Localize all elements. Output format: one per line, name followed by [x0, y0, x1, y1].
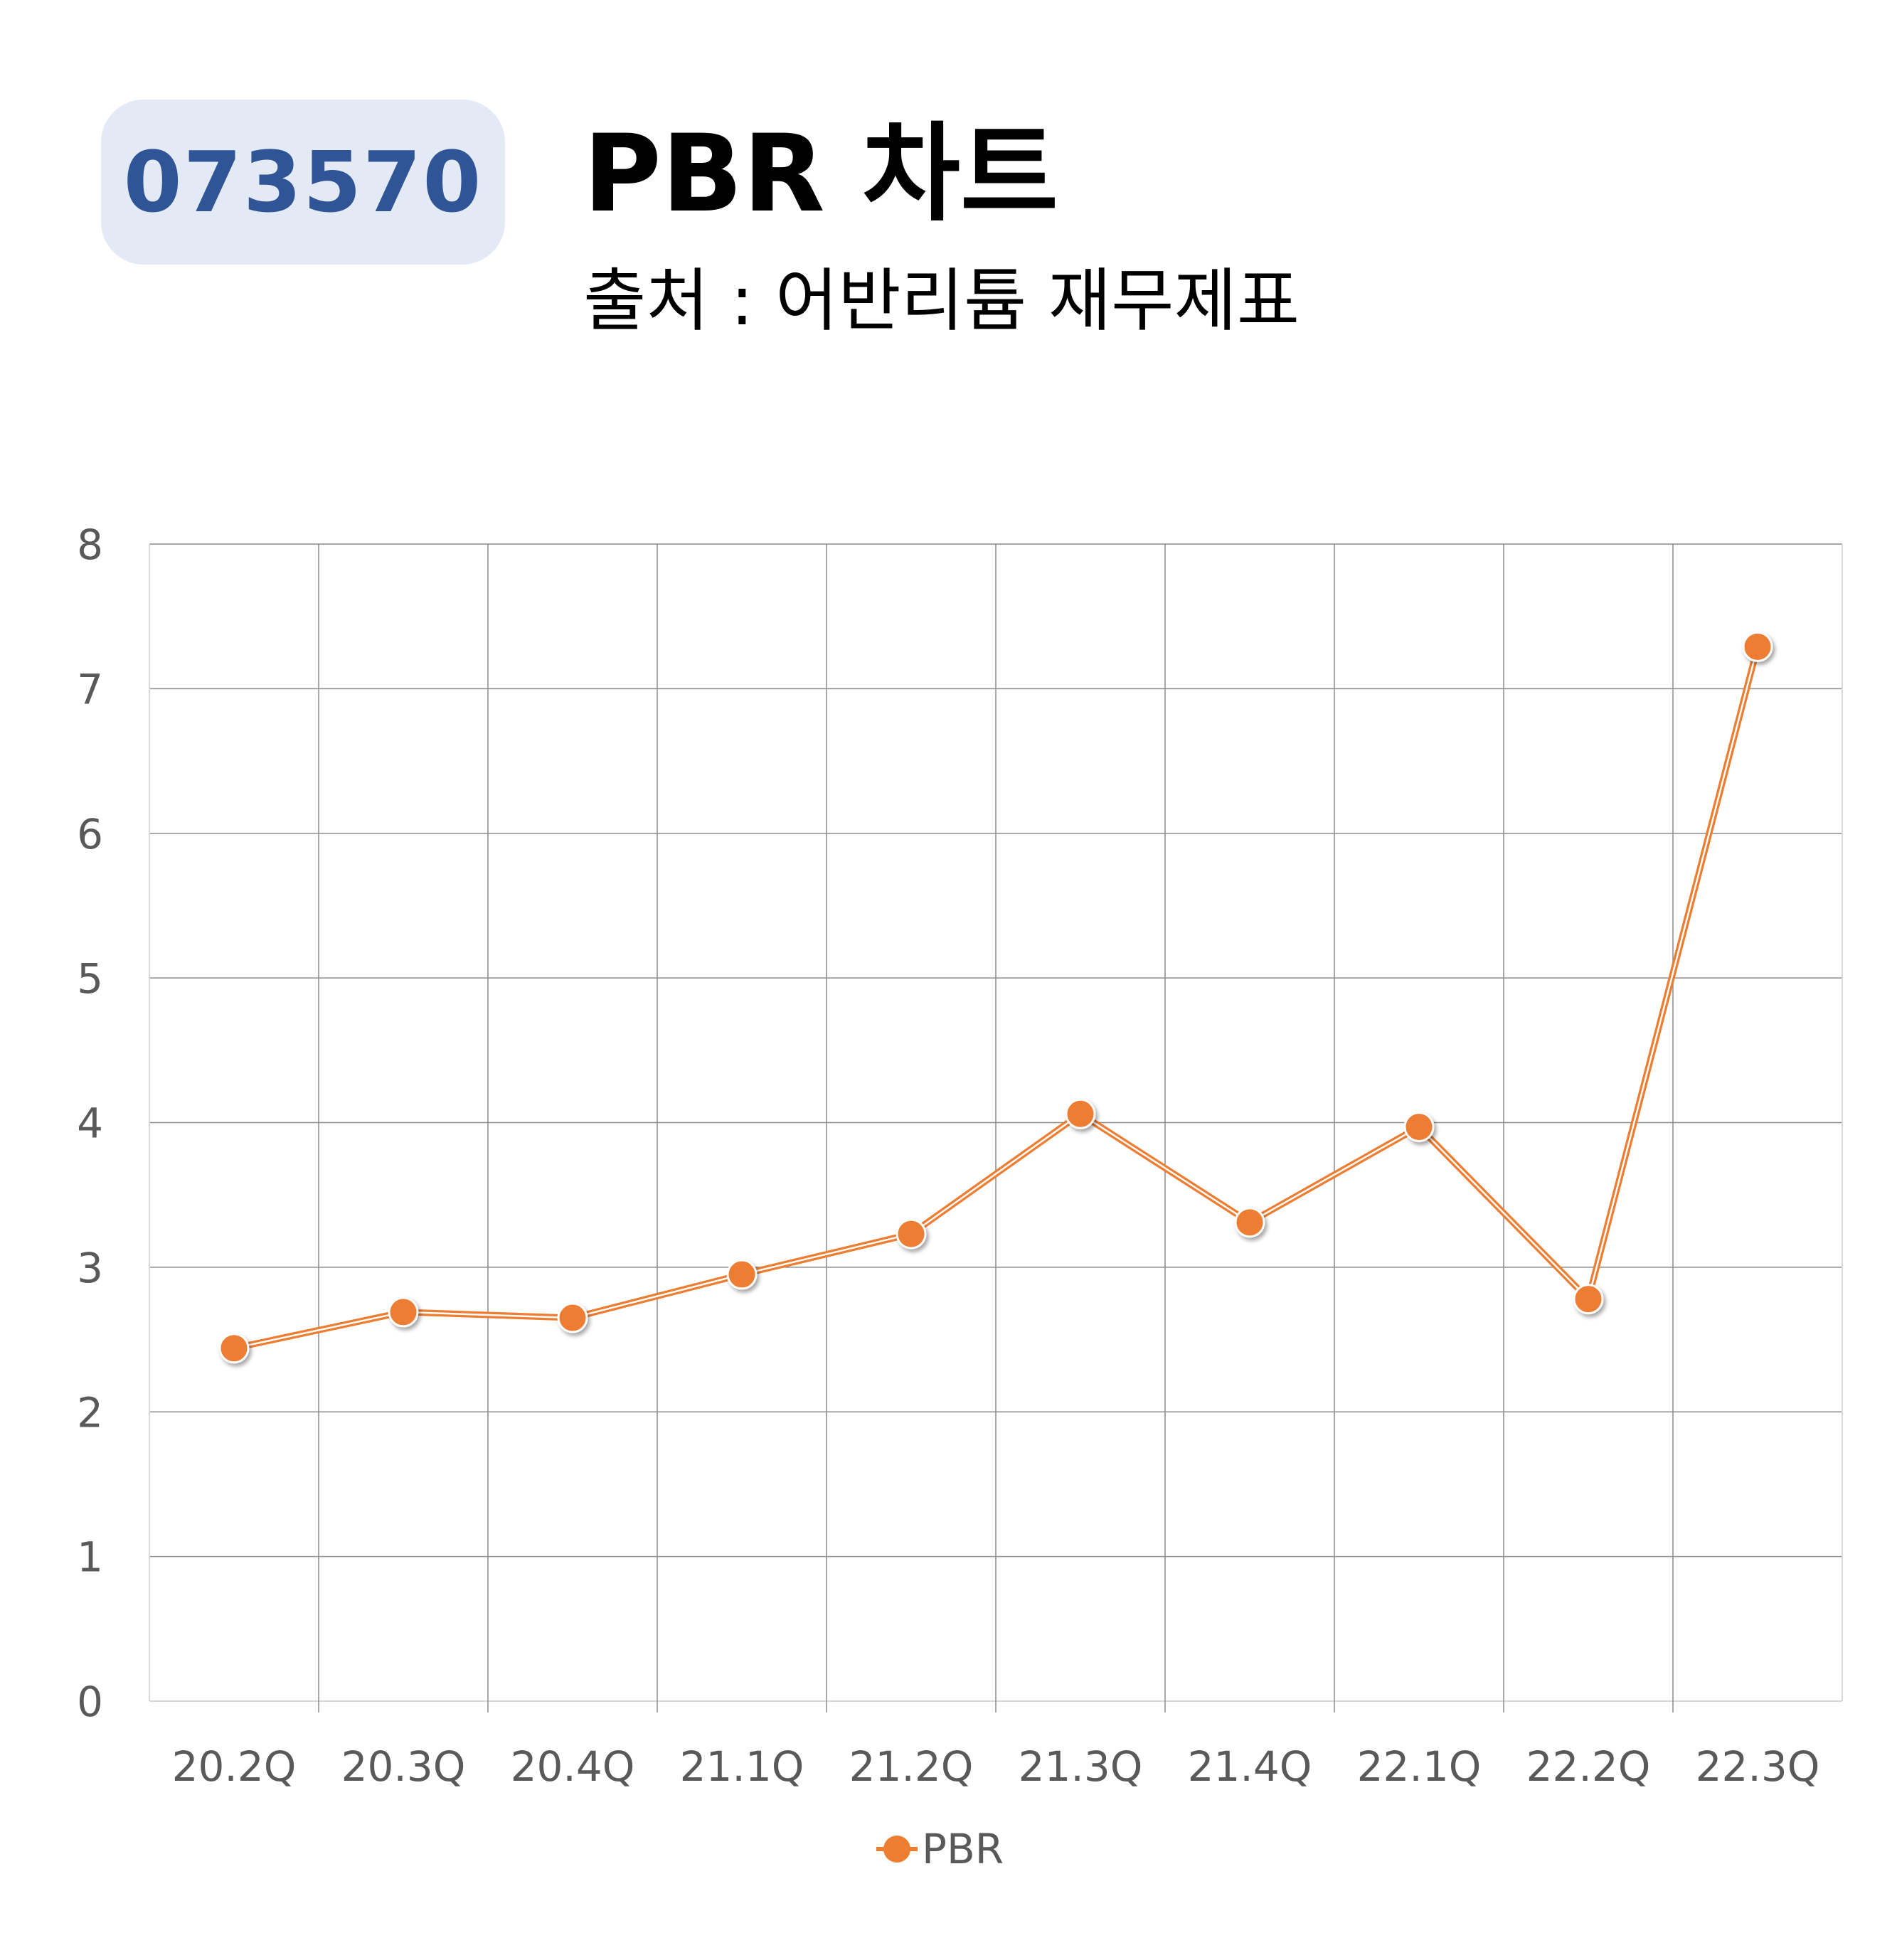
legend-marker [883, 1836, 910, 1863]
x-tick-label: 21.2Q [849, 1742, 974, 1791]
data-point [726, 1259, 758, 1290]
stock-code: 073570 [123, 133, 483, 231]
x-tick-label: 21.1Q [680, 1742, 804, 1791]
series-pbr [218, 631, 1773, 1364]
x-tick-label: 21.4Q [1188, 1742, 1312, 1791]
series-line-inner [233, 646, 1759, 1349]
data-point [1234, 1207, 1265, 1238]
y-tick-label: 4 [77, 1099, 103, 1148]
y-tick-label: 1 [77, 1533, 103, 1582]
chart-subtitle: 출처 : 어반리튬 재무제표 [583, 261, 1300, 341]
y-tick-label: 0 [77, 1678, 103, 1726]
y-axis-ticks: 0 1 2 3 4 5 6 7 8 [77, 521, 103, 1726]
x-tick-label: 20.3Q [341, 1742, 466, 1791]
data-point [1065, 1098, 1096, 1129]
y-tick-label: 7 [77, 665, 103, 713]
chart-title: PBR 차트 [583, 112, 1058, 236]
x-tick-label: 20.2Q [172, 1742, 297, 1791]
x-tick-label: 20.4Q [511, 1742, 635, 1791]
data-point [388, 1296, 419, 1328]
x-tick-label: 21.3Q [1019, 1742, 1143, 1791]
legend: PBR [876, 1825, 1004, 1873]
grid-lines [149, 543, 1843, 1713]
data-point [557, 1302, 588, 1333]
x-tick-label: 22.1Q [1357, 1742, 1482, 1791]
data-point [218, 1333, 250, 1364]
data-point [1403, 1112, 1435, 1143]
x-axis-ticks: 20.2Q 20.3Q 20.4Q 21.1Q 21.2Q 21.3Q 21.4Q 22.1Q… [172, 1742, 1820, 1791]
x-tick-label: 22.3Q [1696, 1742, 1820, 1791]
y-tick-label: 6 [77, 810, 103, 858]
y-tick-label: 5 [77, 954, 103, 1003]
y-tick-label: 3 [77, 1244, 103, 1292]
y-tick-label: 8 [77, 521, 103, 569]
stock-code-badge: 073570 [101, 100, 505, 265]
legend-label: PBR [922, 1825, 1004, 1873]
data-point [896, 1218, 927, 1250]
data-point [1742, 631, 1773, 662]
x-tick-label: 22.2Q [1526, 1742, 1651, 1791]
data-point [1573, 1284, 1604, 1315]
y-tick-label: 2 [77, 1388, 103, 1437]
